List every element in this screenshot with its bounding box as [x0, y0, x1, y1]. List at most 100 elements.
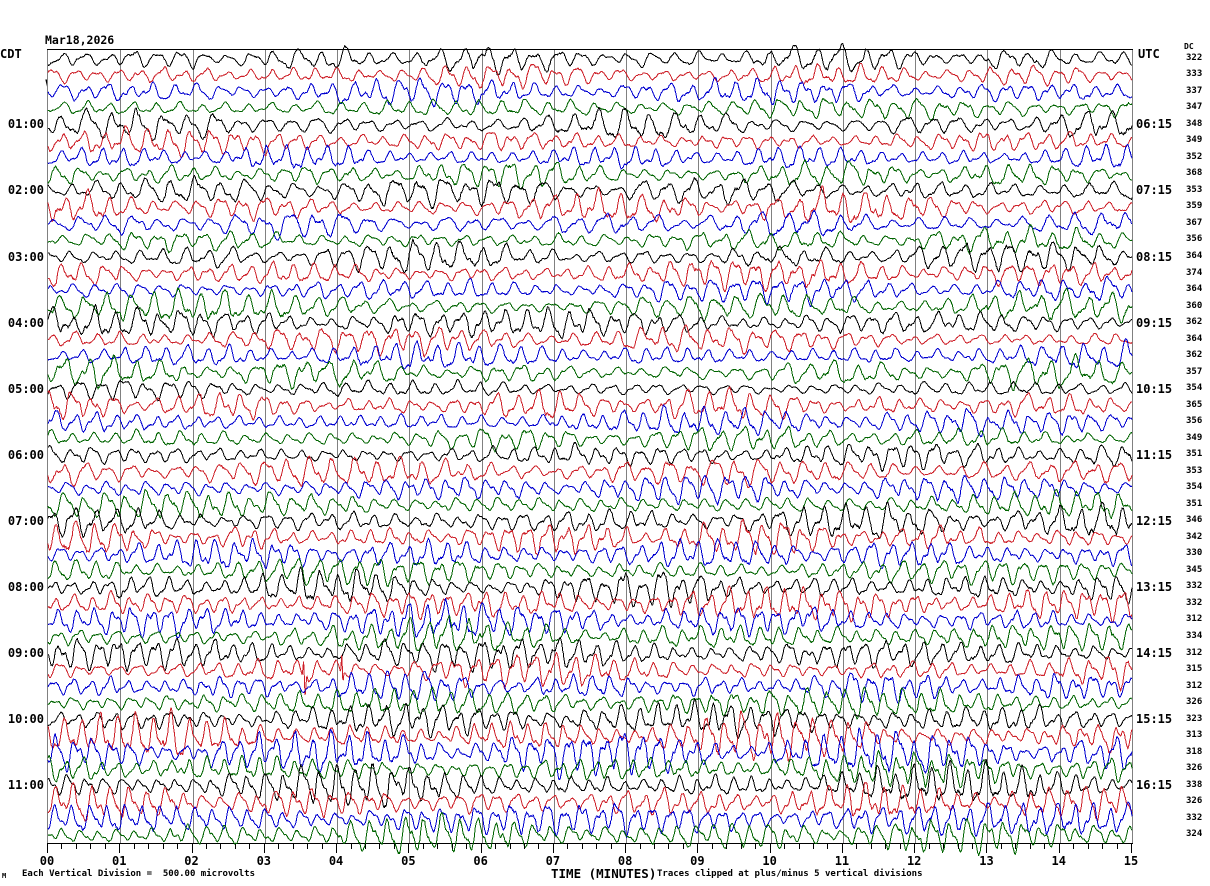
tick-minor: [206, 844, 207, 849]
trace-row-42: [47, 727, 1133, 781]
gridline-minute-07: [554, 50, 555, 843]
dc-value-row-44: 338: [1186, 779, 1203, 790]
dc-value-row-38: 312: [1186, 680, 1203, 691]
dc-value-row-18: 362: [1186, 350, 1203, 361]
tick-minor: [524, 844, 525, 849]
trace-row-29: [47, 518, 1133, 556]
tick-minor: [668, 844, 669, 849]
tick-minor: [365, 844, 366, 849]
left-hour-label-0400: 04:00: [7, 315, 44, 330]
tick-minor: [1044, 844, 1045, 849]
dc-value-row-22: 356: [1186, 416, 1203, 427]
gridline-minute-10: [771, 50, 772, 843]
tick-minor: [596, 844, 597, 849]
right-hour-label-1615: 16:15: [1136, 778, 1173, 793]
trace-row-19: [47, 352, 1133, 392]
tick-major-13: [986, 844, 987, 853]
x-axis-label-06: 06: [473, 854, 488, 868]
dc-value-row-37: 315: [1186, 664, 1203, 675]
dc-value-row-4: 348: [1186, 118, 1203, 129]
x-axis-label-08: 08: [617, 854, 633, 868]
x-axis-label-15: 15: [1123, 854, 1139, 868]
trace-row-27: [47, 488, 1133, 519]
tick-minor: [929, 844, 930, 849]
trace-row-12: [47, 238, 1133, 274]
seismogram-plot: [47, 43, 1133, 857]
trace-row-18: [47, 338, 1133, 370]
tick-major-00: [47, 844, 48, 853]
trace-row-6: [47, 143, 1133, 170]
left-timezone-label: CDT: [0, 47, 22, 61]
x-axis-label-03: 03: [256, 854, 272, 868]
tick-minor: [466, 844, 467, 849]
tick-major-15: [1131, 844, 1132, 853]
trace-row-11: [47, 224, 1133, 255]
tick-major-10: [770, 844, 771, 853]
trace-row-4: [47, 106, 1133, 141]
tick-minor: [105, 844, 106, 849]
tick-minor: [351, 844, 352, 849]
trace-row-34: [47, 597, 1133, 639]
left-hour-label-0600: 06:00: [7, 447, 44, 462]
tick-minor: [611, 844, 612, 849]
gridline-minute-09: [698, 50, 699, 843]
plot-bottom-border: [47, 843, 1133, 844]
dc-column-header: DC: [1184, 42, 1194, 51]
x-axis-label-00: 00: [39, 854, 55, 868]
gridline-minute-06: [482, 50, 483, 843]
dc-value-row-16: 362: [1186, 317, 1203, 328]
tick-major-02: [192, 844, 193, 853]
tick-minor: [177, 844, 178, 849]
trace-group: [47, 43, 1133, 857]
gridline-minute-01: [120, 50, 121, 843]
left-hour-label-0500: 05:00: [7, 381, 44, 396]
tick-major-11: [842, 844, 843, 853]
trace-row-47: [47, 811, 1133, 857]
tick-minor: [235, 844, 236, 849]
tick-minor: [1015, 844, 1016, 849]
dc-value-row-6: 352: [1186, 151, 1203, 162]
tick-minor: [567, 844, 568, 849]
tick-minor: [90, 844, 91, 849]
trace-row-13: [47, 259, 1133, 293]
tick-minor: [900, 844, 901, 849]
dc-value-row-3: 347: [1186, 102, 1203, 113]
dc-value-row-45: 326: [1186, 796, 1203, 807]
gridline-minute-11: [843, 50, 844, 843]
header-date: Mar18,2026: [45, 33, 115, 48]
x-axis-label-04: 04: [328, 854, 344, 868]
tick-minor: [1073, 844, 1074, 849]
right-hour-label-1215: 12:15: [1136, 513, 1173, 528]
tick-major-05: [408, 844, 409, 853]
tick-minor: [495, 844, 496, 849]
tick-minor: [437, 844, 438, 849]
dc-value-row-14: 364: [1186, 284, 1203, 295]
tick-minor: [538, 844, 539, 849]
x-axis-label-05: 05: [401, 854, 416, 868]
right-hour-label-1115: 11:15: [1136, 447, 1173, 462]
dc-value-row-29: 342: [1186, 531, 1203, 542]
left-hour-label-0100: 01:00: [7, 117, 44, 132]
trace-row-23: [47, 425, 1133, 453]
right-hour-label-1015: 10:15: [1136, 381, 1173, 396]
trace-row-1: [47, 62, 1133, 90]
trace-row-20: [47, 379, 1133, 402]
trace-row-31: [47, 558, 1133, 587]
dc-value-row-17: 364: [1186, 333, 1203, 344]
tick-minor: [293, 844, 294, 849]
trace-row-8: [47, 175, 1133, 210]
dc-value-row-8: 353: [1186, 184, 1203, 195]
tick-major-08: [625, 844, 626, 853]
x-axis-label-02: 02: [184, 854, 199, 868]
trace-row-3: [47, 97, 1133, 121]
tick-major-03: [264, 844, 265, 853]
dc-value-row-28: 346: [1186, 515, 1203, 526]
tick-minor: [163, 844, 164, 849]
gridline-minute-04: [337, 50, 338, 843]
gridline-minute-03: [265, 50, 266, 843]
tick-minor: [423, 844, 424, 849]
tick-minor: [1030, 844, 1031, 849]
trace-row-17: [47, 324, 1133, 358]
trace-row-38: [47, 670, 1133, 705]
tick-minor: [958, 844, 959, 849]
